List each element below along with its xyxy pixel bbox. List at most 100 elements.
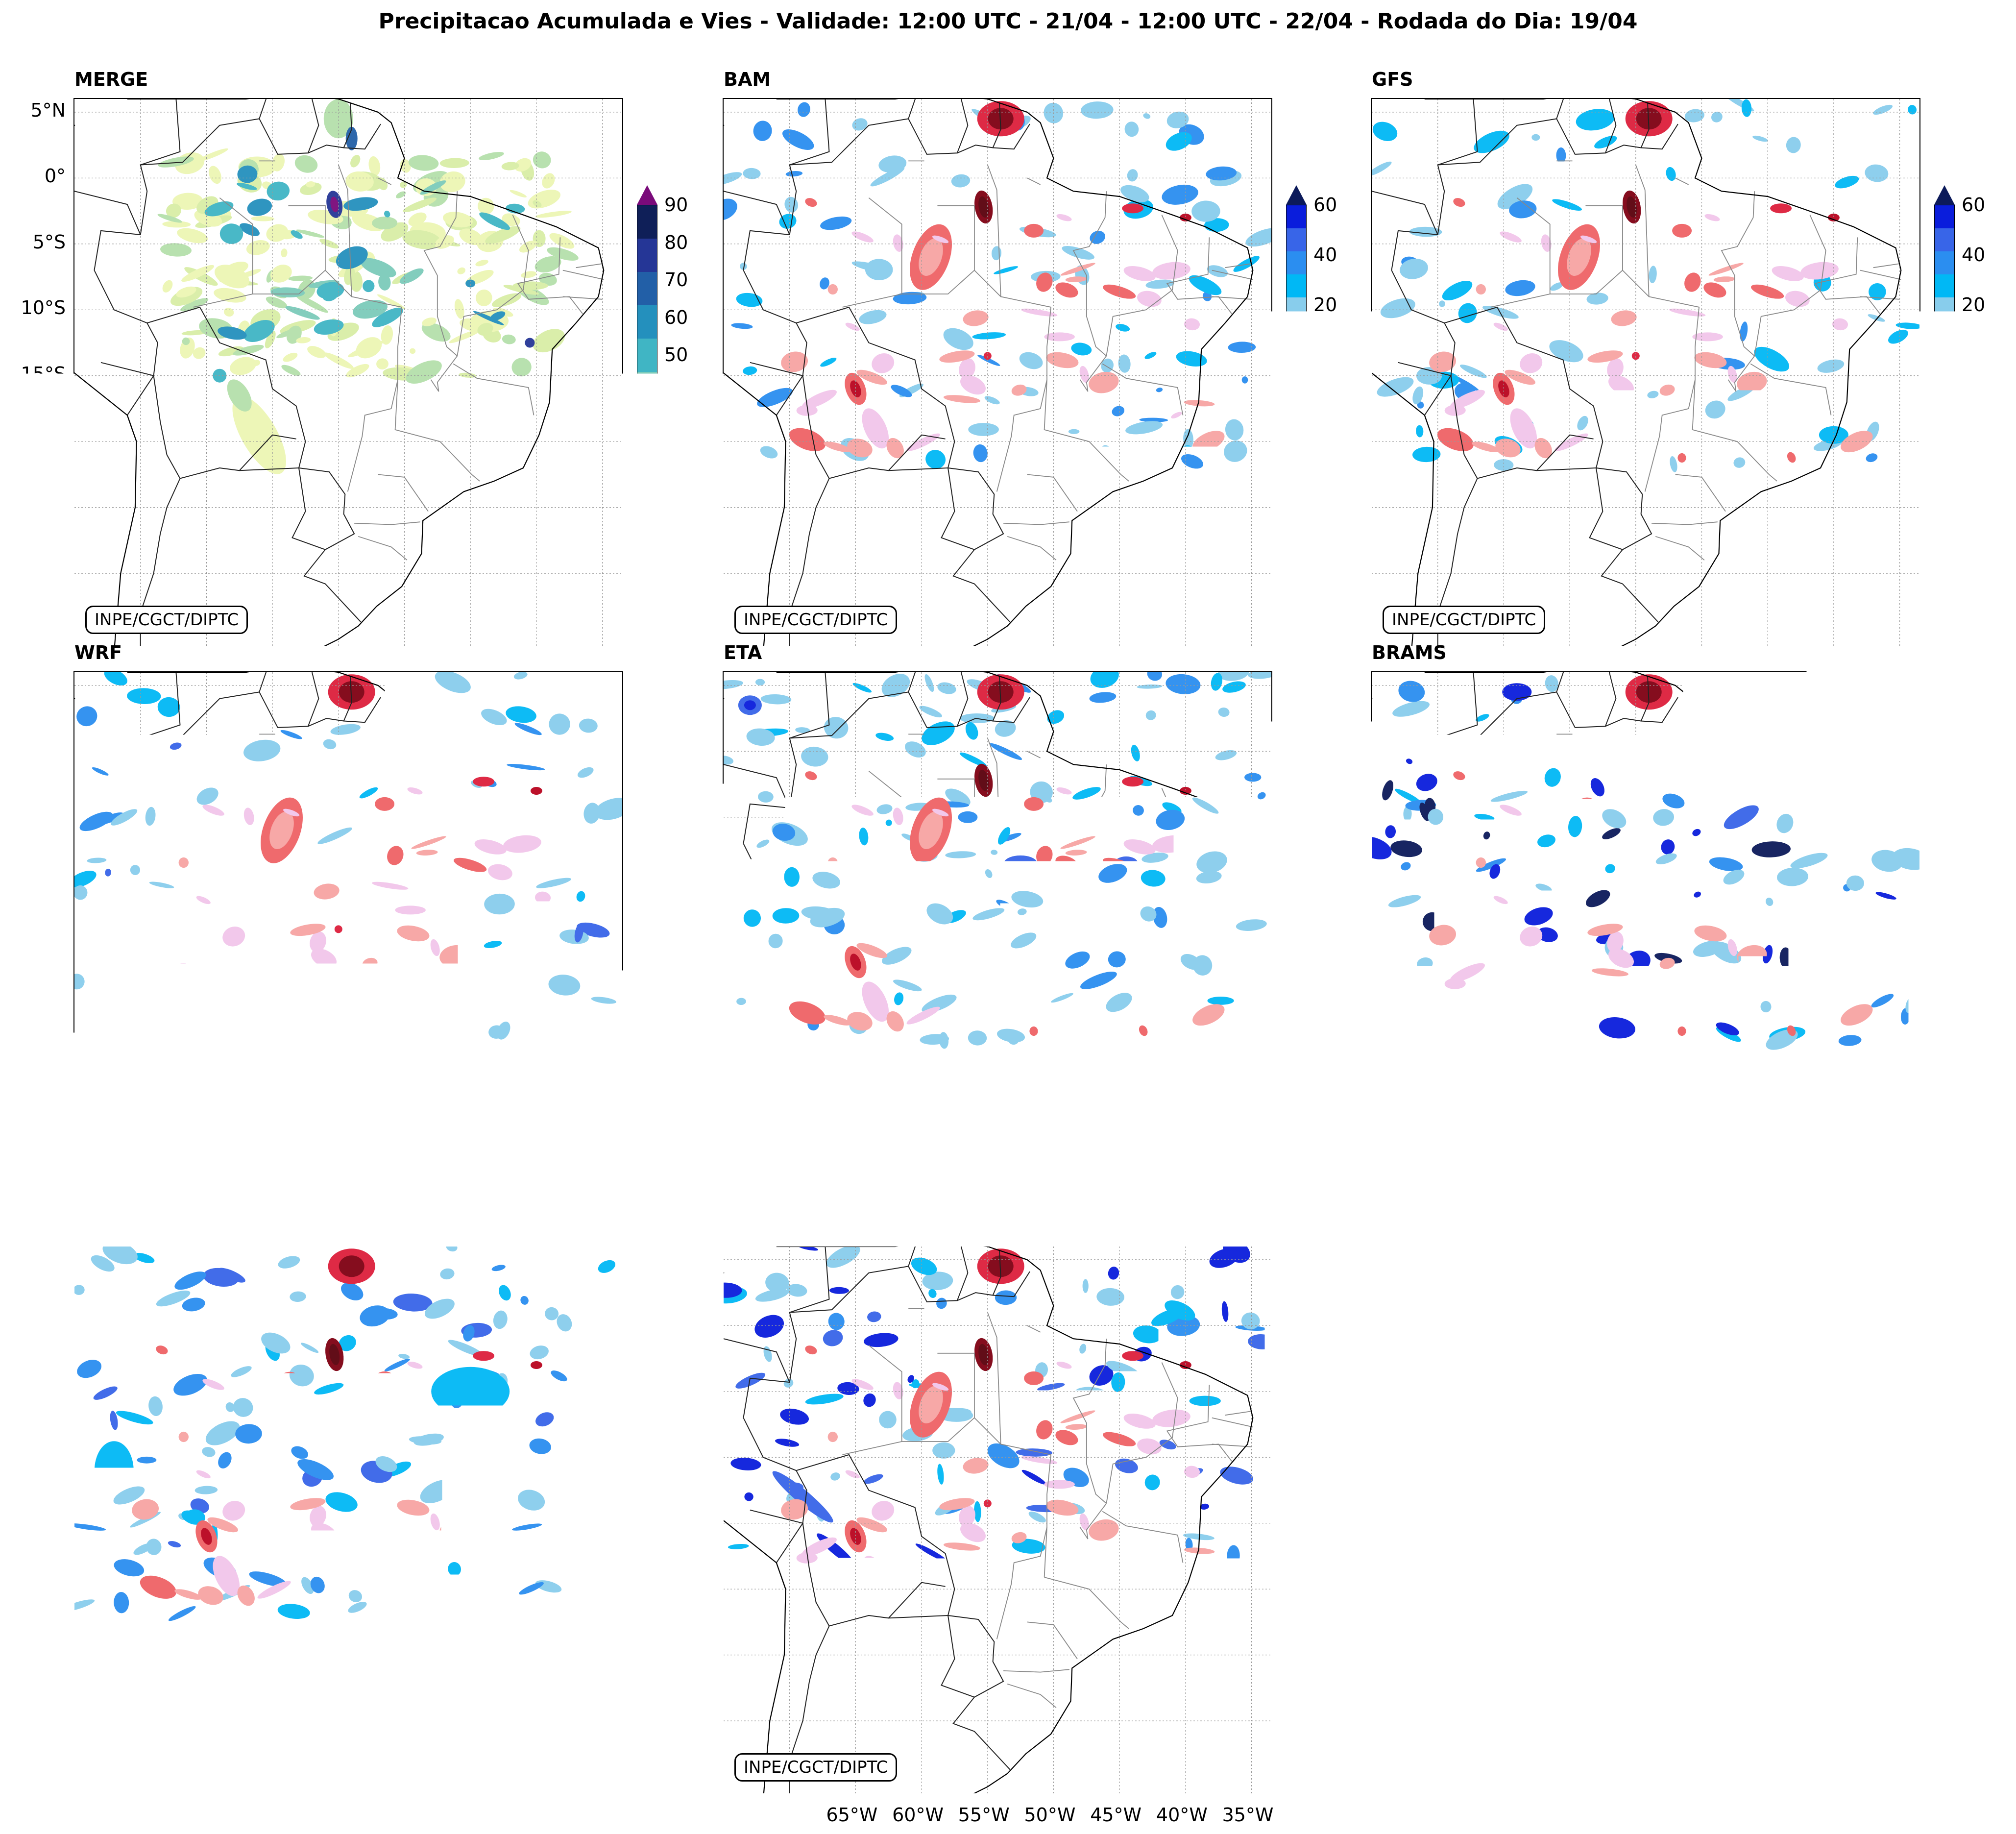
precip-cell	[280, 248, 288, 258]
precip-cell	[490, 291, 523, 310]
coastline	[1372, 672, 1434, 1219]
colorbar-tick-label: −60	[1962, 1067, 2001, 1089]
precip-cell	[778, 1406, 810, 1427]
colorbar-tick-label: 40	[1962, 817, 1985, 839]
precip-cell	[1004, 856, 1037, 871]
country-border	[259, 1247, 318, 1302]
precip-cell	[375, 1371, 394, 1385]
precip-cell	[398, 822, 420, 837]
precip-cell	[995, 1290, 1017, 1305]
precip-cell	[1474, 813, 1495, 822]
state-border	[1102, 1512, 1183, 1563]
precip-cell	[147, 1395, 164, 1417]
state-border	[194, 844, 325, 880]
precip-cell	[869, 350, 897, 376]
precip-cell	[1682, 270, 1703, 294]
colorbar-tick-label: 40	[664, 817, 688, 839]
precip-cell	[804, 770, 818, 782]
precip-cell	[535, 209, 572, 219]
lon-label: 60°W	[892, 1804, 944, 1826]
colorbar-tick-label: 60	[664, 1342, 688, 1363]
precip-cell	[437, 942, 472, 969]
precip-cell	[1542, 766, 1563, 788]
precip-cell	[877, 672, 914, 702]
lat-label: 30°S	[21, 1134, 66, 1155]
precip-cell	[409, 890, 427, 902]
precip-cell	[511, 357, 533, 377]
precip-cell	[137, 1457, 156, 1464]
precip-cell	[1122, 263, 1157, 284]
colorbar-tick-label: 60	[1313, 1342, 1337, 1363]
colorbar: 6040200−20−40−60	[637, 778, 657, 1078]
precip-cell	[1809, 936, 1820, 951]
precip-cell	[1380, 779, 1396, 802]
colorbar-tick-label: −60	[664, 1067, 704, 1089]
precip-cell	[1143, 350, 1157, 360]
precip-cell	[127, 688, 161, 705]
state-border	[1676, 474, 1725, 511]
precip-cell	[1553, 1004, 1590, 1027]
colorbar-tick-label: 60	[1962, 194, 1985, 216]
precip-cell	[92, 1384, 119, 1402]
precip-cell	[306, 343, 328, 361]
precip-cell	[1375, 373, 1416, 401]
precip-cell	[1693, 923, 1728, 944]
precip-cell	[858, 827, 869, 846]
precip-cell	[730, 1457, 761, 1471]
country-border	[101, 363, 154, 441]
precip-cell	[385, 1418, 406, 1442]
precip-cell	[1124, 121, 1140, 138]
map-panel-brams: INPE/CGCT/DIPTC	[1371, 671, 1920, 1220]
precip-cell	[525, 338, 534, 348]
precip-cell	[968, 423, 999, 436]
precip-cell	[1867, 313, 1886, 323]
precip-cell	[936, 1464, 945, 1485]
colorbar-tick-label: −40	[664, 1017, 704, 1039]
colorbar-tick-label: −40	[1313, 444, 1353, 465]
precip-cell	[1864, 729, 1894, 745]
state-border	[378, 1048, 428, 1084]
precip-cell	[407, 786, 423, 796]
lat-label: 5°N	[30, 99, 66, 121]
precip-cell	[1591, 393, 1628, 404]
precip-cell	[486, 862, 514, 882]
precip-cell	[1053, 853, 1080, 874]
precip-cell	[1439, 277, 1475, 304]
precip-cell	[245, 196, 274, 219]
precip-cell	[828, 1432, 838, 1442]
precip-cell	[277, 1602, 311, 1621]
precip-cell	[196, 147, 229, 164]
precip-cell	[179, 1432, 189, 1442]
precip-cell	[1674, 157, 1690, 170]
map-panel-mpas-monan: INPE/CGCT/DIPTC	[73, 1246, 623, 1794]
precip-cell	[575, 890, 586, 903]
precip-cell	[1078, 365, 1091, 384]
precip-cell	[734, 1370, 767, 1392]
precip-cell	[1553, 431, 1590, 454]
colorbar-outline	[1286, 205, 1307, 505]
precip-cell	[95, 900, 134, 919]
state-border	[1225, 837, 1252, 841]
precip-cell	[785, 171, 802, 177]
precip-cell	[1540, 234, 1553, 253]
precip-cell	[1056, 1360, 1072, 1370]
precip-cell	[1771, 263, 1805, 284]
precip-field	[724, 100, 1271, 471]
lon-label: 60°W	[243, 1804, 294, 1826]
precip-cell	[1020, 1468, 1047, 1487]
precip-cell	[1020, 307, 1058, 318]
lon-label: 40°W	[1156, 1804, 1208, 1826]
precip-cell	[876, 803, 894, 815]
precip-cell	[1009, 929, 1039, 952]
precip-cell	[370, 769, 385, 789]
precip-cell	[1747, 206, 1769, 229]
precip-cell	[1024, 1371, 1044, 1385]
precip-cell	[429, 1513, 441, 1532]
precip-cell	[1210, 1595, 1237, 1616]
precip-cell	[500, 1575, 536, 1587]
precip-cell	[1786, 451, 1797, 464]
country-border	[74, 158, 141, 235]
state-border	[1027, 1325, 1041, 1332]
precip-cell	[735, 292, 763, 308]
precip-cell	[724, 195, 741, 225]
